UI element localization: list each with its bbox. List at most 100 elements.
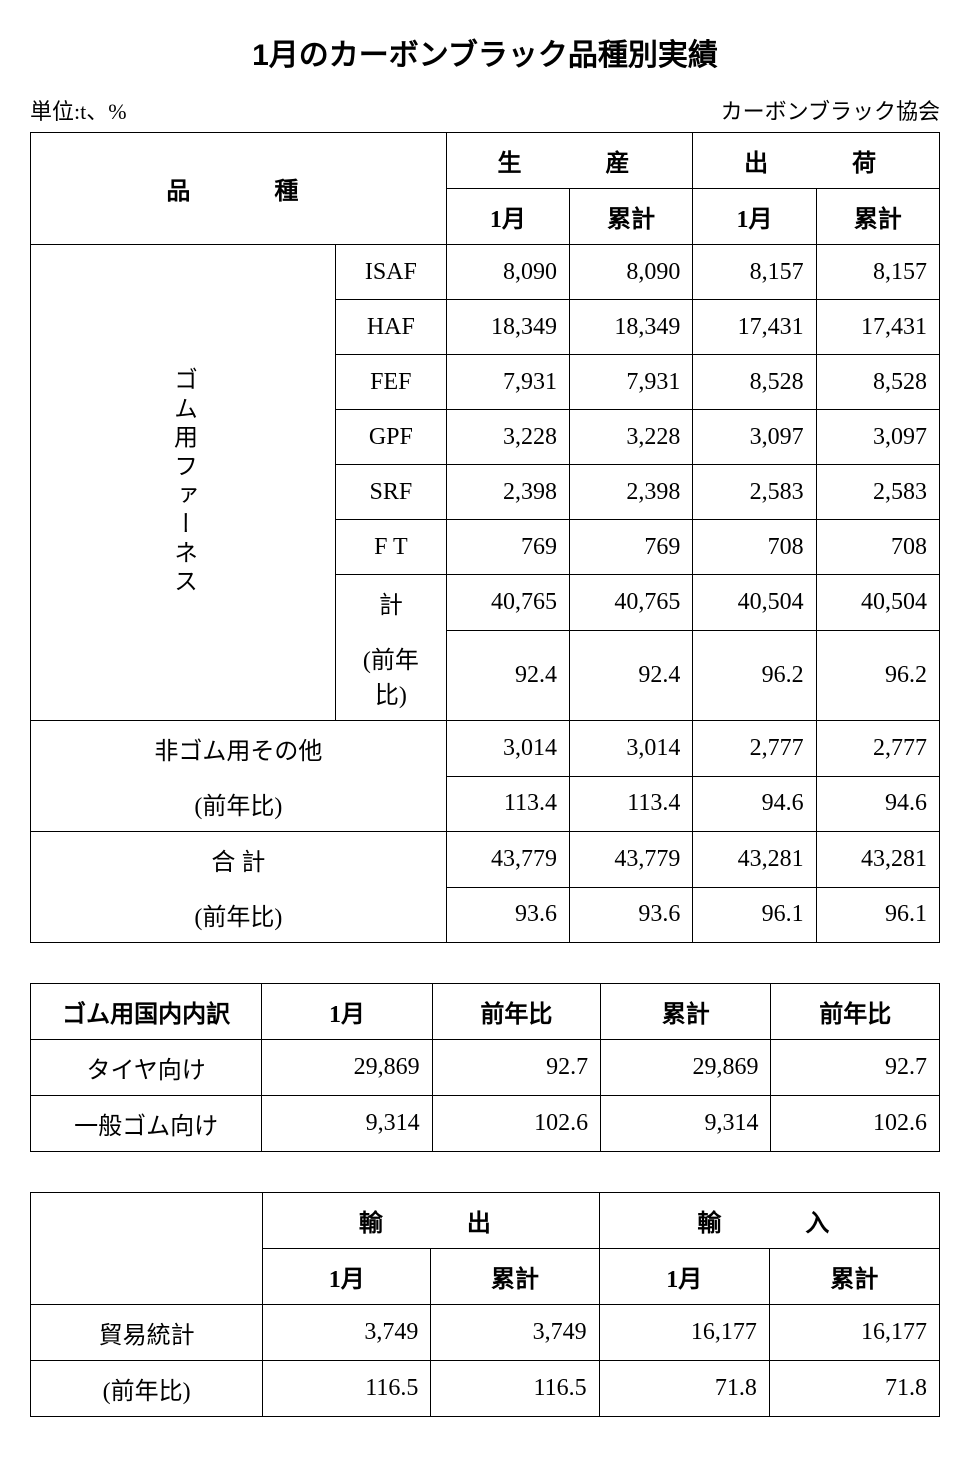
- cell: 40,765: [570, 575, 693, 631]
- cell: 7,931: [570, 355, 693, 410]
- header-import: 輸 入: [599, 1193, 939, 1249]
- cell: 8,157: [816, 245, 939, 300]
- type-label: HAF: [336, 300, 447, 355]
- cell: 94.6: [816, 776, 939, 832]
- cell: 92.7: [771, 1040, 940, 1096]
- cell: 43,281: [816, 832, 939, 888]
- page-title: 1月のカーボンブラック品種別実績: [30, 30, 940, 74]
- category-rubber-furnace: ゴム用ファーネス: [31, 245, 336, 721]
- cell: 2,777: [693, 721, 816, 777]
- cell: 8,090: [446, 245, 569, 300]
- cell: 43,281: [693, 832, 816, 888]
- cell: 71.8: [769, 1361, 939, 1417]
- cell: 113.4: [570, 776, 693, 832]
- cell: 92.4: [446, 630, 569, 721]
- cell: 96.2: [693, 630, 816, 721]
- table-row: ゴム用国内内訳 1月 前年比 累計 前年比: [31, 984, 940, 1040]
- cell: 43,779: [446, 832, 569, 888]
- cell: 18,349: [570, 300, 693, 355]
- row-label: タイヤ向け: [31, 1040, 262, 1096]
- table-row: 合 計 43,779 43,779 43,281 43,281: [31, 832, 940, 888]
- cell: 113.4: [446, 776, 569, 832]
- cell: 3,228: [570, 410, 693, 465]
- type-label: ISAF: [336, 245, 447, 300]
- table-row: タイヤ向け 29,869 92.7 29,869 92.7: [31, 1040, 940, 1096]
- cell: 2,583: [816, 465, 939, 520]
- header-month: 1月: [262, 984, 432, 1040]
- source-label: カーボンブラック協会: [721, 94, 940, 126]
- cell: 96.1: [693, 887, 816, 943]
- cell: 8,528: [816, 355, 939, 410]
- cell: 116.5: [431, 1361, 599, 1417]
- cell: 8,157: [693, 245, 816, 300]
- table-row: 一般ゴム向け 9,314 102.6 9,314 102.6: [31, 1096, 940, 1152]
- header-ship-month: 1月: [693, 189, 816, 245]
- cell: 3,228: [446, 410, 569, 465]
- header-export-cum: 累計: [431, 1249, 599, 1305]
- cell: 9,314: [601, 1096, 771, 1152]
- row-label: 貿易統計: [31, 1305, 263, 1361]
- cell: 93.6: [446, 887, 569, 943]
- type-label: (前年比): [336, 630, 447, 721]
- cell: 102.6: [432, 1096, 600, 1152]
- cell: 3,749: [431, 1305, 599, 1361]
- type-label: F T: [336, 520, 447, 575]
- header-import-month: 1月: [599, 1249, 769, 1305]
- cell: 708: [693, 520, 816, 575]
- type-label: GPF: [336, 410, 447, 465]
- cell: 2,583: [693, 465, 816, 520]
- table-row: 品 種 生 産 出 荷: [31, 133, 940, 189]
- table-row: 貿易統計 3,749 3,749 16,177 16,177: [31, 1305, 940, 1361]
- header-blank: [31, 1193, 263, 1305]
- header-yoy: 前年比: [432, 984, 600, 1040]
- cell: 3,749: [263, 1305, 431, 1361]
- header-prod-month: 1月: [446, 189, 569, 245]
- table-trade: 輸 出 輸 入 1月 累計 1月 累計 貿易統計 3,749 3,749 16,…: [30, 1192, 940, 1417]
- cell: 2,777: [816, 721, 939, 777]
- cell: 2,398: [570, 465, 693, 520]
- cell: 93.6: [570, 887, 693, 943]
- cell: 92.4: [570, 630, 693, 721]
- cell: 94.6: [693, 776, 816, 832]
- cell: 708: [816, 520, 939, 575]
- cell: 16,177: [769, 1305, 939, 1361]
- header-domestic-title: ゴム用国内内訳: [31, 984, 262, 1040]
- header-export-month: 1月: [263, 1249, 431, 1305]
- table-row: 非ゴム用その他 3,014 3,014 2,777 2,777: [31, 721, 940, 777]
- header-shipment: 出 荷: [693, 133, 940, 189]
- header-yoy2: 前年比: [771, 984, 940, 1040]
- table-row: (前年比) 93.6 93.6 96.1 96.1: [31, 887, 940, 943]
- cell: 2,398: [446, 465, 569, 520]
- cell: 7,931: [446, 355, 569, 410]
- cell: 96.1: [816, 887, 939, 943]
- cell: 40,504: [693, 575, 816, 631]
- cell: 3,014: [570, 721, 693, 777]
- cell: 3,097: [693, 410, 816, 465]
- total-yoy-label: (前年比): [31, 887, 447, 943]
- header-import-cum: 累計: [769, 1249, 939, 1305]
- cell: 17,431: [816, 300, 939, 355]
- cell: 17,431: [693, 300, 816, 355]
- type-label: 計: [336, 575, 447, 631]
- cell: 16,177: [599, 1305, 769, 1361]
- unit-label: 単位:t、%: [30, 94, 127, 126]
- cell: 769: [446, 520, 569, 575]
- header-ship-cum: 累計: [816, 189, 939, 245]
- cell: 116.5: [263, 1361, 431, 1417]
- cell: 40,504: [816, 575, 939, 631]
- cell: 769: [570, 520, 693, 575]
- type-label: SRF: [336, 465, 447, 520]
- cell: 71.8: [599, 1361, 769, 1417]
- cell: 43,779: [570, 832, 693, 888]
- header-prod-cum: 累計: [570, 189, 693, 245]
- cell: 40,765: [446, 575, 569, 631]
- cell: 18,349: [446, 300, 569, 355]
- cell: 8,528: [693, 355, 816, 410]
- table-row: (前年比) 113.4 113.4 94.6 94.6: [31, 776, 940, 832]
- cell: 96.2: [816, 630, 939, 721]
- cell: 9,314: [262, 1096, 432, 1152]
- row-label: 一般ゴム向け: [31, 1096, 262, 1152]
- cell: 92.7: [432, 1040, 600, 1096]
- header-cum: 累計: [601, 984, 771, 1040]
- cell: 3,014: [446, 721, 569, 777]
